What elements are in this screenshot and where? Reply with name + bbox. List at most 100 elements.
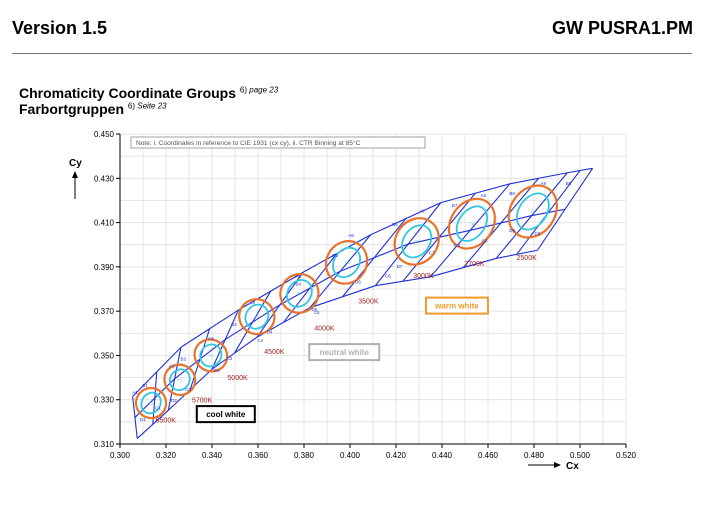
header-divider [12, 53, 692, 54]
note-box: Note: i. Coordinates in reference to CIE… [130, 136, 426, 149]
region-label-layer: cool white neutral white warm white [195, 296, 489, 424]
bin-label: B7 [452, 203, 458, 208]
bin-label: B3 [231, 322, 237, 327]
bin-label: C4 [257, 338, 263, 343]
ellipse-outer [163, 363, 197, 396]
ellipse-outer [447, 197, 496, 250]
bin-grid-line [567, 167, 593, 174]
bin-label: B8 [509, 191, 515, 196]
bin-label: C2 [185, 387, 191, 392]
bin-grid-line [224, 304, 281, 341]
bin-label: A9 [540, 181, 546, 186]
ellipse-inner [332, 246, 362, 279]
ellipse-outer [324, 240, 369, 285]
cct-label: 4000K [314, 326, 335, 333]
x-tick-label: 0.420 [386, 451, 407, 460]
ellipse-label: T3 [209, 354, 213, 358]
bin-grid-line [509, 172, 568, 185]
note-box-frame [130, 136, 426, 149]
ellipse-label: T1 [149, 402, 153, 406]
ellipse-label: T5 [297, 292, 301, 296]
bin-label: C9 [535, 231, 541, 236]
y-axis-arrow-head [72, 171, 78, 178]
x-tick-label: 0.300 [110, 451, 131, 460]
bin-grid-line [132, 396, 138, 439]
bin-label: A7 [420, 209, 426, 214]
bin-label: D4 [267, 329, 273, 334]
y-tick-label: 0.310 [94, 440, 115, 449]
version-label: Version 1.5 [12, 18, 108, 38]
ellipse-inner [286, 279, 313, 308]
document-code: GW PUSRA1.PM [551, 18, 693, 38]
bin-label: B2 [180, 356, 186, 361]
ellipse-label: T8 [470, 222, 474, 226]
bin-grid-line [340, 243, 409, 272]
bin-grid-line [132, 346, 182, 397]
bin-label: C6 [385, 273, 391, 278]
y-tick-label: 0.410 [94, 219, 115, 228]
note-text: Note: i. Coordinates in reference to CIE… [136, 139, 361, 147]
cct-label: 3500K [358, 299, 379, 306]
x-tick-label: 0.460 [478, 451, 499, 460]
chart-axes: 0.300 0.320 0.340 0.360 0.380 0.400 0.420 0.440… [69, 130, 637, 472]
region-label: warm white [434, 302, 479, 311]
bin-label: A6 [348, 233, 354, 238]
bin-label: D6 [355, 279, 361, 284]
y-tick-label: 0.450 [94, 130, 115, 139]
bin-label: D7 [397, 264, 403, 269]
bin-grid-line [134, 378, 176, 418]
bin-label: A5 [295, 274, 301, 279]
bin-label: D5 [311, 307, 317, 312]
bin-label: B5 [332, 253, 338, 258]
ellipse-outer [134, 386, 168, 420]
ellipse-outer [507, 184, 559, 239]
region-label: neutral white [320, 348, 370, 357]
bin-label: A4 [249, 301, 255, 306]
bin-label: D1 [140, 417, 146, 422]
ellipse-outer [279, 272, 320, 314]
cct-label: 5700K [192, 397, 213, 404]
ellipse-inner [455, 205, 489, 242]
bin-label: D9 [509, 228, 515, 233]
ellipse-inner [244, 303, 270, 330]
region-box [424, 296, 489, 315]
ellipse-label: T2 [178, 378, 182, 382]
ellipse-label: T4 [255, 315, 259, 319]
ellipse-inner [168, 368, 191, 392]
cct-label: 5000K [227, 375, 248, 382]
ellipse-label: T6 [344, 261, 348, 265]
x-tick-label: 0.360 [248, 451, 269, 460]
bin-label: C7 [429, 251, 435, 256]
bin-label: B6 [392, 222, 398, 227]
cct-label: 2700K [464, 261, 485, 268]
bin-label: C1 [155, 406, 161, 411]
y-tick-label: 0.370 [94, 307, 115, 316]
bin-label: A2 [169, 364, 175, 369]
x-tick-label: 0.320 [156, 451, 177, 460]
region-box [308, 343, 381, 362]
bin-label: D8 [454, 243, 460, 248]
bin-grid-line [470, 215, 532, 231]
y-tick-label: 0.350 [94, 351, 115, 360]
ellipse-outer [393, 217, 440, 266]
x-tick-label: 0.500 [570, 451, 591, 460]
cct-label-layer: 6500K 5700K 5000K 4500K 4000K 3500K 3000K 2700K… [156, 255, 537, 425]
x-tick-label: 0.400 [340, 451, 361, 460]
bin-label: A8 [481, 193, 487, 198]
bin-label: A1 [132, 390, 138, 395]
region-box [195, 405, 256, 424]
chart-title-de: Farbortgruppen 6) Seite 23 [19, 101, 167, 117]
cct-label: 6500K [156, 418, 177, 425]
x-tick-label: 0.440 [432, 451, 453, 460]
ellipse-inner [515, 192, 550, 231]
ellipse-label: T7 [414, 240, 418, 244]
x-tick-label: 0.520 [616, 451, 637, 460]
cct-label: 3000K [413, 273, 434, 280]
bin-grid-line [536, 168, 594, 251]
bin-grid-line [370, 202, 442, 236]
ellipse-label: T9 [531, 210, 535, 214]
bin-label: C8 [482, 239, 488, 244]
x-axis-title: Cx [566, 461, 579, 472]
x-tick-label: 0.480 [524, 451, 545, 460]
